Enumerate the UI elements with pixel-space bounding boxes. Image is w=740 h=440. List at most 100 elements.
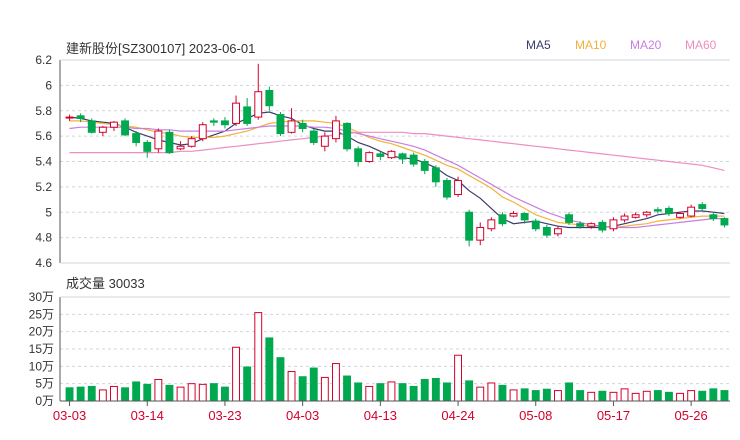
volume-bar xyxy=(387,381,396,402)
candle-body xyxy=(642,211,651,216)
volume-bar xyxy=(454,354,462,402)
candle-body xyxy=(420,161,429,171)
volume-bar xyxy=(287,371,296,402)
volume-bar xyxy=(276,357,285,402)
candle-body xyxy=(198,124,207,140)
candle-body xyxy=(565,214,573,223)
volume-bar xyxy=(487,382,496,402)
moving-average-lines xyxy=(69,111,725,229)
volume-bar xyxy=(420,379,429,402)
volume-bar xyxy=(520,388,529,402)
date-x-axis: 03-03 03-14 03-23 04-03 04-13 04-24 05-08 05-17… xyxy=(53,401,708,423)
legend-ma5[interactable]: MA5 xyxy=(526,38,551,52)
volume-bar xyxy=(443,382,451,402)
volume-bar xyxy=(509,389,518,402)
candle-body xyxy=(609,219,618,230)
x-tick-label: 05-17 xyxy=(597,408,630,423)
volume-bar xyxy=(709,388,718,402)
volume-bar xyxy=(187,383,196,402)
candle-body xyxy=(143,141,152,152)
candlesticks xyxy=(65,63,729,247)
candle-body xyxy=(398,153,407,160)
price-tick-label: 5 xyxy=(45,205,52,219)
volume-tick-label: 0万 xyxy=(35,394,54,408)
candle-body xyxy=(176,145,185,150)
candle-body xyxy=(354,148,363,162)
volume-bar xyxy=(398,383,407,402)
volume-bar xyxy=(465,380,474,402)
volume-title: 成交量 30033 xyxy=(66,276,145,291)
candle-body xyxy=(332,120,340,140)
candle-body xyxy=(132,133,141,143)
volume-bar xyxy=(609,391,618,402)
x-tick-label: 04-03 xyxy=(286,408,319,423)
legend-ma60[interactable]: MA60 xyxy=(685,38,717,52)
candle-body xyxy=(598,221,607,231)
volume-bar xyxy=(409,385,418,402)
volume-bar xyxy=(320,376,329,402)
volume-bar xyxy=(132,381,141,402)
volume-bar xyxy=(298,376,307,402)
candle-body xyxy=(487,219,496,230)
candle-body xyxy=(232,102,240,124)
volume-bars xyxy=(65,312,729,402)
x-tick-label: 04-13 xyxy=(364,408,397,423)
volume-bar xyxy=(209,383,218,402)
price-tick-label: 6.2 xyxy=(35,53,52,67)
price-tick-label: 5.4 xyxy=(35,155,52,169)
x-tick-label: 03-23 xyxy=(208,408,241,423)
candle-body xyxy=(631,214,640,218)
candle-body xyxy=(98,126,107,133)
volume-tick-label: 25万 xyxy=(29,307,54,321)
chart-title: 建新股份[SZ300107] 2023-06-01 xyxy=(66,41,256,56)
volume-bar xyxy=(254,312,263,402)
volume-bar xyxy=(620,388,629,402)
volume-bar xyxy=(143,383,152,402)
volume-bar xyxy=(165,384,174,402)
legend-ma10[interactable]: MA10 xyxy=(575,38,607,52)
volume-bar xyxy=(565,382,573,402)
volume-bar xyxy=(232,346,240,402)
candle-body xyxy=(698,204,707,209)
price-tick-label: 4.6 xyxy=(35,256,52,270)
volume-bar xyxy=(431,377,440,402)
volume-bar xyxy=(687,390,696,402)
candle-body xyxy=(443,180,451,198)
candle-body xyxy=(309,130,318,143)
candle-body xyxy=(431,167,440,183)
volume-bar xyxy=(653,390,662,402)
volume-bar xyxy=(176,386,185,402)
candle-body xyxy=(298,122,307,130)
candle-body xyxy=(576,223,585,227)
candle-body xyxy=(287,120,296,133)
candle-body xyxy=(665,207,673,215)
candle-body xyxy=(110,121,118,128)
candle-body xyxy=(687,206,696,217)
volume-bar xyxy=(498,384,507,402)
candle-body xyxy=(476,226,485,241)
volume-tick-label: 10万 xyxy=(29,359,54,373)
candle-body xyxy=(209,120,218,123)
candle-body xyxy=(343,122,351,150)
candle-body xyxy=(520,213,529,221)
volume-bar xyxy=(531,390,540,402)
legend-ma20[interactable]: MA20 xyxy=(630,38,662,52)
chart-frames xyxy=(59,59,730,402)
volume-bar xyxy=(476,386,485,402)
x-tick-label: 03-03 xyxy=(53,408,86,423)
candle-body xyxy=(509,213,518,217)
volume-bar xyxy=(665,391,673,402)
candle-body xyxy=(387,150,396,159)
candle-body xyxy=(243,106,252,124)
candle-body xyxy=(709,214,718,220)
candle-body xyxy=(676,213,684,218)
candle-body xyxy=(76,115,85,119)
candle-body xyxy=(620,215,629,221)
volume-bar xyxy=(631,392,640,402)
candle-body xyxy=(376,153,385,157)
candle-body xyxy=(121,120,129,136)
price-tick-label: 5.2 xyxy=(35,180,52,194)
volume-bar xyxy=(554,390,562,402)
candle-body xyxy=(454,180,462,195)
